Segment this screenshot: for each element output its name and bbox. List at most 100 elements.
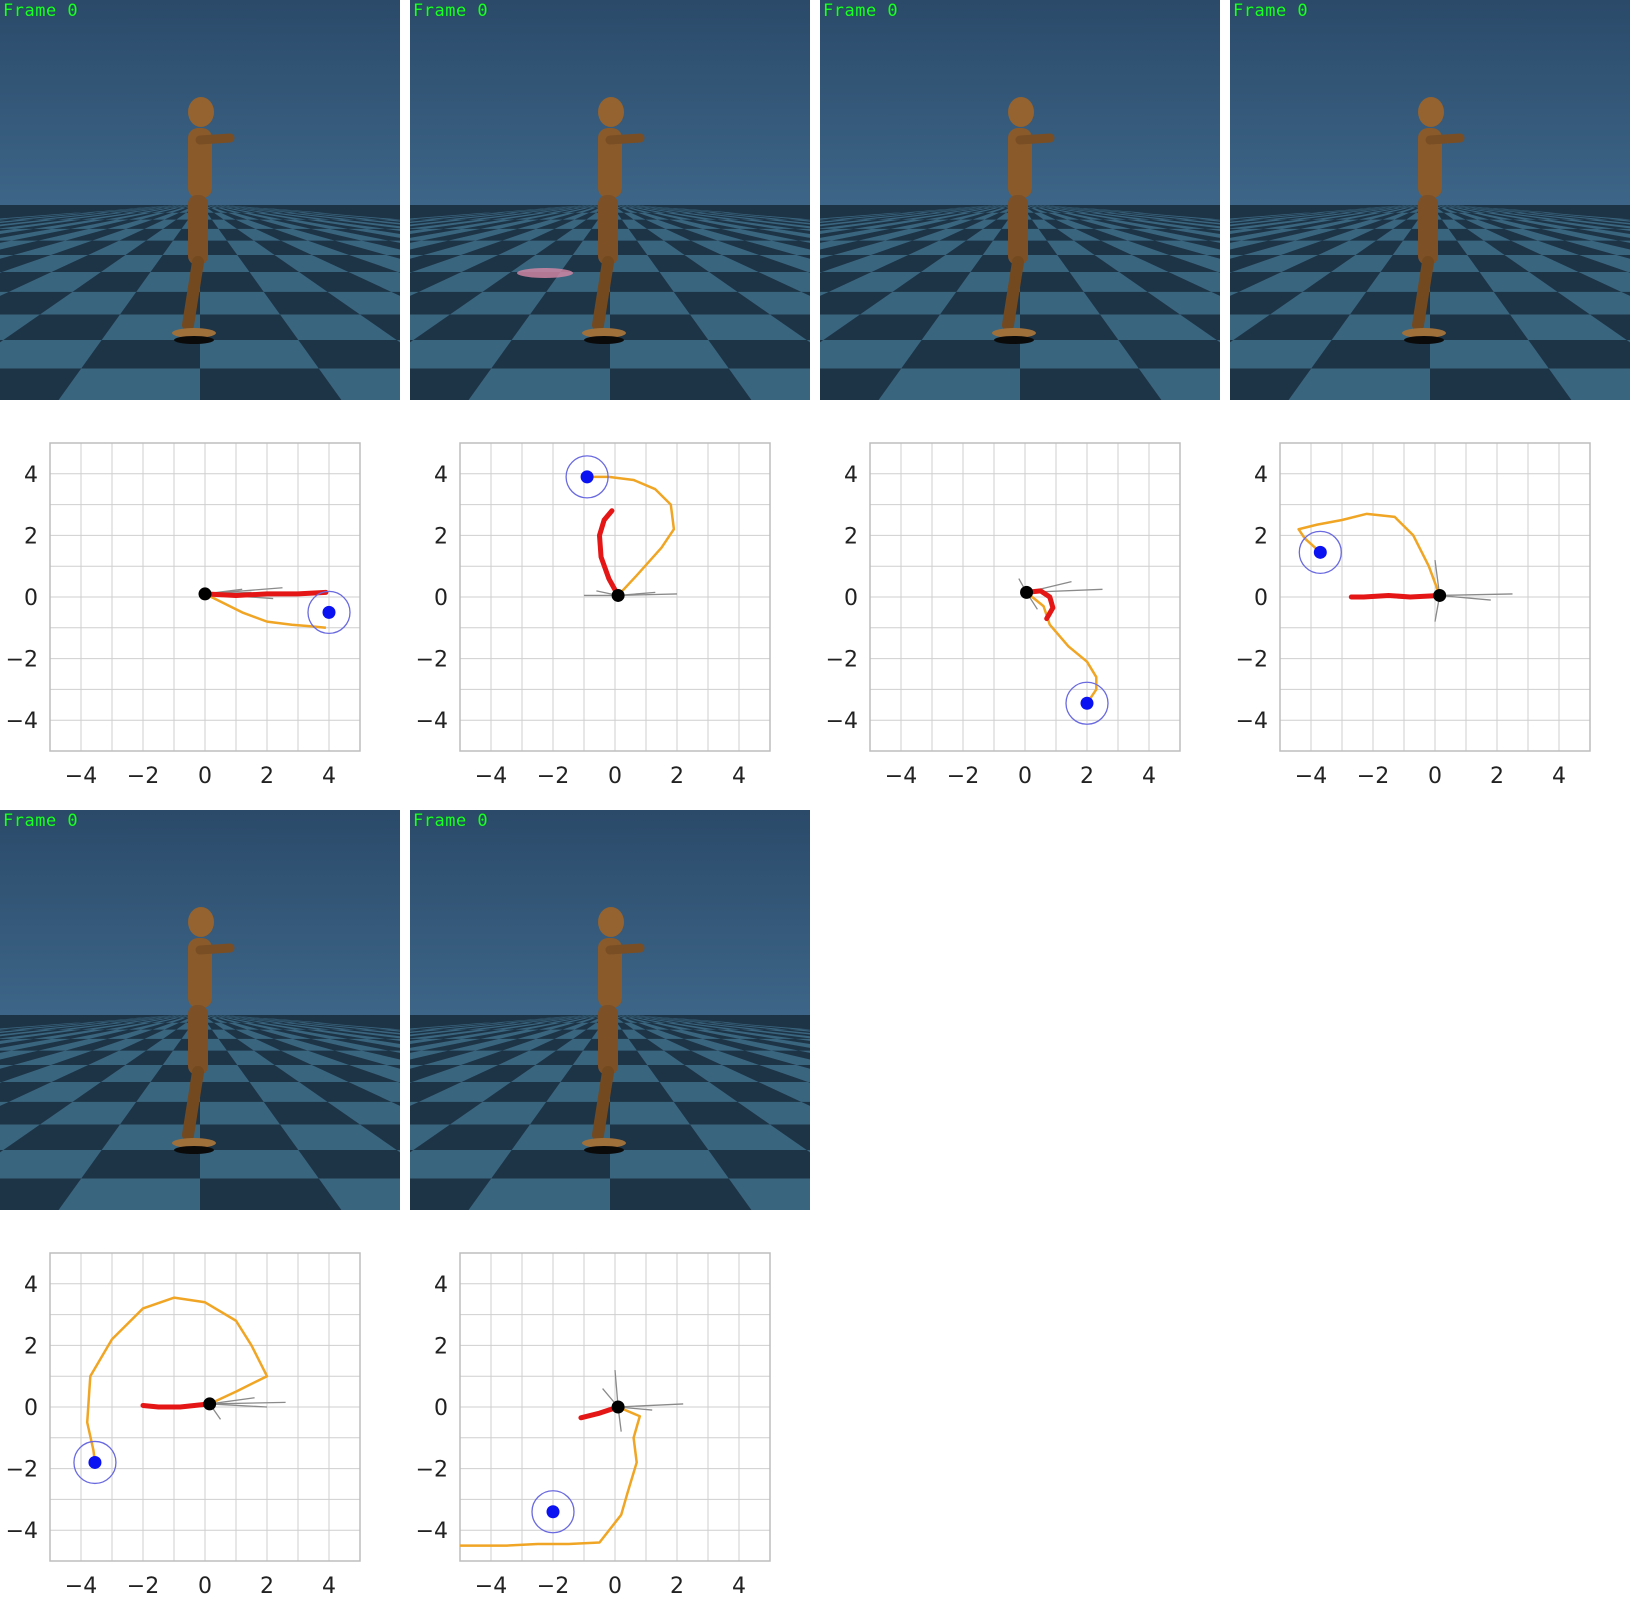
floor-tile [1027,205,1032,206]
floor-tile [283,1029,349,1039]
torso [1008,128,1032,198]
floor-tile [318,368,400,400]
floor-tile [1100,240,1170,255]
x-tick-label: −2 [127,1574,159,1599]
floor-tile [820,219,831,221]
floor-tile [990,205,1007,209]
floor-tile [410,219,468,227]
floor-tile [798,1050,810,1053]
floor-tile [148,1015,176,1019]
floor-tile [33,1029,106,1039]
floor-tile [1412,205,1419,206]
floor-tile [589,205,596,206]
floor-tile [283,219,349,229]
floor-tile [123,208,164,213]
floor-tile [420,1022,506,1030]
y-tick-label: 4 [1254,463,1268,488]
floor-tile [1075,212,1127,220]
floor-tile [721,1022,810,1030]
arm [195,133,235,145]
y-tick-label: 4 [434,1273,448,1298]
target-ring [1065,681,1109,725]
floor-tile [1443,212,1466,220]
floor-tile [1154,240,1220,255]
humanoid-figure [582,907,645,1154]
x-tick-label: 2 [1080,764,1094,789]
floor-tile [215,205,234,209]
floor-tile [961,205,992,209]
floor-tile [1463,208,1500,213]
floor-tile [1053,208,1090,213]
floor-tile [1031,205,1046,209]
floor-tile [498,1050,557,1065]
floor-tile [230,1015,263,1019]
plot-frame [49,1252,361,1562]
floor-tile [334,240,400,255]
floor-tile [1330,254,1393,273]
floor-tile [283,212,355,220]
floor-tile [554,1029,587,1039]
floor-tile [443,212,520,220]
foot-trace [209,1397,255,1405]
floor-tile [155,1015,180,1019]
planned-path [1297,512,1441,596]
floor-tile [1150,219,1220,229]
floor-tile [1300,219,1359,229]
floor-tile [558,205,586,209]
floor-tile [109,1018,156,1023]
foot-trace [209,1401,286,1405]
floor-tile [1169,254,1220,273]
floor-tile [650,208,694,213]
arm [605,133,645,145]
floor-tile [1131,228,1209,241]
planned-path [587,475,676,597]
floor-tile [218,1015,241,1019]
floor-tile [585,1015,594,1016]
floor-tile [311,212,400,220]
floor-tile [1031,208,1048,213]
trajectory-chart: −4 −2 0 2 4 4 2 0 −2 −4 [6,1252,361,1599]
floor-tile [820,228,891,241]
floor-tile [820,240,859,250]
floor-tile [672,208,736,213]
floor-tile [443,1022,520,1030]
floor-tile [645,1029,685,1039]
floor-tile [297,1022,379,1030]
head [188,97,214,127]
floor-tile [211,205,226,209]
floor-tile [1541,212,1630,220]
floor-tile [1548,368,1630,400]
floor-tile [858,228,928,241]
simulation-render: Frame 0 [820,0,1220,400]
floor-tile [659,272,738,292]
floor-tile [207,205,219,209]
floor-tile [1,254,89,273]
foot [1402,328,1446,338]
floor-tile [1079,219,1132,229]
floor-tile [1564,240,1630,255]
agent-point [1020,585,1034,599]
floor-tile [628,1015,651,1019]
agent-point [198,587,212,601]
floor-tile [1376,228,1412,241]
y-tick-label: −2 [416,648,448,673]
floor-tile [1,1064,89,1083]
floor-tile [633,205,645,206]
floor-tile [665,1022,717,1030]
foot [582,1138,626,1148]
floor-tile [221,1015,231,1016]
floor-tile [1456,240,1505,255]
floor-tile [226,1050,275,1065]
floor-tile [274,254,349,273]
floor-tile [443,219,516,229]
floor-tile [354,219,400,225]
floor-tile [175,1015,184,1016]
floor-tile [411,1064,499,1083]
floor-tile [617,1015,629,1019]
floor-tile [551,1015,582,1019]
floor-tile [410,219,421,221]
floor-tile [684,254,759,273]
floor-tile [10,212,96,220]
floor-tile [1230,219,1288,227]
floor-tile [233,208,270,213]
